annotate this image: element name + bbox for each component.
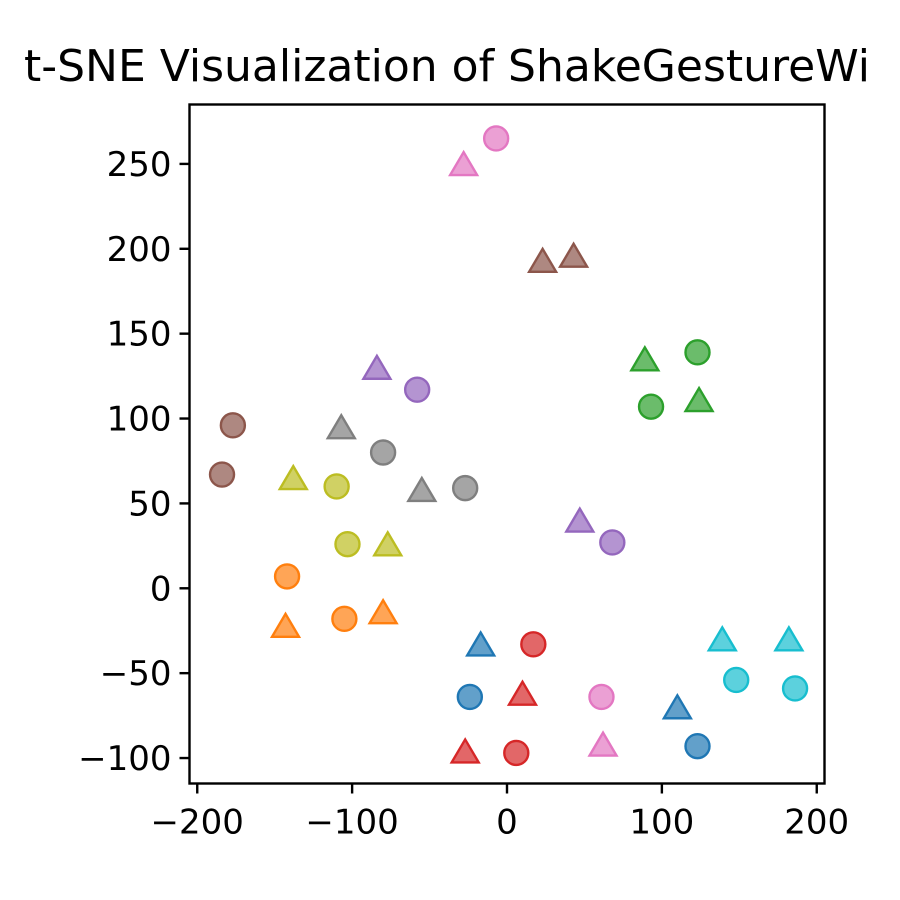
x-tick-label: 200 [784, 803, 849, 843]
scatter-point-triangle [564, 506, 596, 533]
scatter-point-triangle [629, 344, 661, 372]
scatter-point-circle [482, 125, 510, 152]
y-tick-label: 100 [107, 400, 172, 440]
scatter-point-circle [208, 461, 236, 488]
scatter-point-circle [684, 339, 711, 366]
scatter-point-circle [588, 683, 615, 711]
scatter-point-triangle [406, 475, 438, 503]
y-tick-label: 250 [107, 145, 172, 185]
x-tick-label: 0 [496, 803, 518, 843]
x-tick-label: −100 [305, 803, 398, 843]
x-tick-label: −200 [151, 803, 244, 843]
scatter-point-circle [637, 393, 665, 420]
scatter-point-circle [451, 474, 479, 502]
scatter-point-triangle [325, 412, 357, 440]
y-tick-label: 0 [150, 569, 172, 609]
scatter-point-triangle [587, 730, 619, 757]
scatter-point-circle [323, 473, 350, 500]
scatter-point-triangle [661, 692, 693, 720]
scatter-point-triangle [683, 385, 715, 413]
y-tick-label: 200 [107, 230, 172, 270]
scatter-point-circle [520, 631, 547, 658]
scatter-point-circle [403, 376, 431, 403]
scatter-point-circle [456, 683, 484, 711]
scatter-point-circle [503, 739, 530, 767]
scatter-point-circle [219, 412, 247, 439]
y-axis: −100 −50 0 50 100 150 200 250 [78, 145, 190, 779]
scatter-point-triangle [367, 597, 399, 625]
scatter-point-triangle [448, 149, 480, 177]
scatter-point-circle [684, 732, 711, 760]
scatter-point-circle [723, 666, 750, 694]
scatter-point-triangle [557, 241, 590, 268]
chart-title: t-SNE Visualization of ShakeGestureWi [24, 41, 870, 92]
x-tick-label: 100 [629, 803, 694, 843]
y-tick-label: 50 [128, 484, 171, 524]
scatter-point-triangle [361, 353, 393, 380]
scatter-point-circle [331, 605, 358, 633]
scatter-point-circle [334, 530, 361, 558]
y-tick-label: −50 [100, 654, 172, 694]
scatter-point-circle [599, 529, 626, 556]
x-axis: −200 −100 0 100 200 [151, 783, 849, 843]
scatter-point-triangle [449, 737, 481, 764]
scatter-point-circle [273, 563, 301, 590]
scatter-point-triangle [527, 246, 559, 274]
scatter-point-circle [781, 675, 809, 702]
scatter-point-triangle [773, 625, 805, 652]
scatter-point-triangle [269, 611, 302, 638]
y-tick-label: 150 [107, 315, 172, 355]
scatter-point-triangle [506, 679, 539, 706]
scatter-point-triangle [277, 463, 309, 491]
scatter-point-triangle [706, 625, 738, 652]
scatter-point-triangle [465, 630, 497, 657]
scatter-point-circle [369, 439, 397, 466]
scatter-point-triangle [372, 529, 404, 557]
points-layer [208, 125, 809, 767]
y-tick-label: −100 [78, 739, 171, 779]
